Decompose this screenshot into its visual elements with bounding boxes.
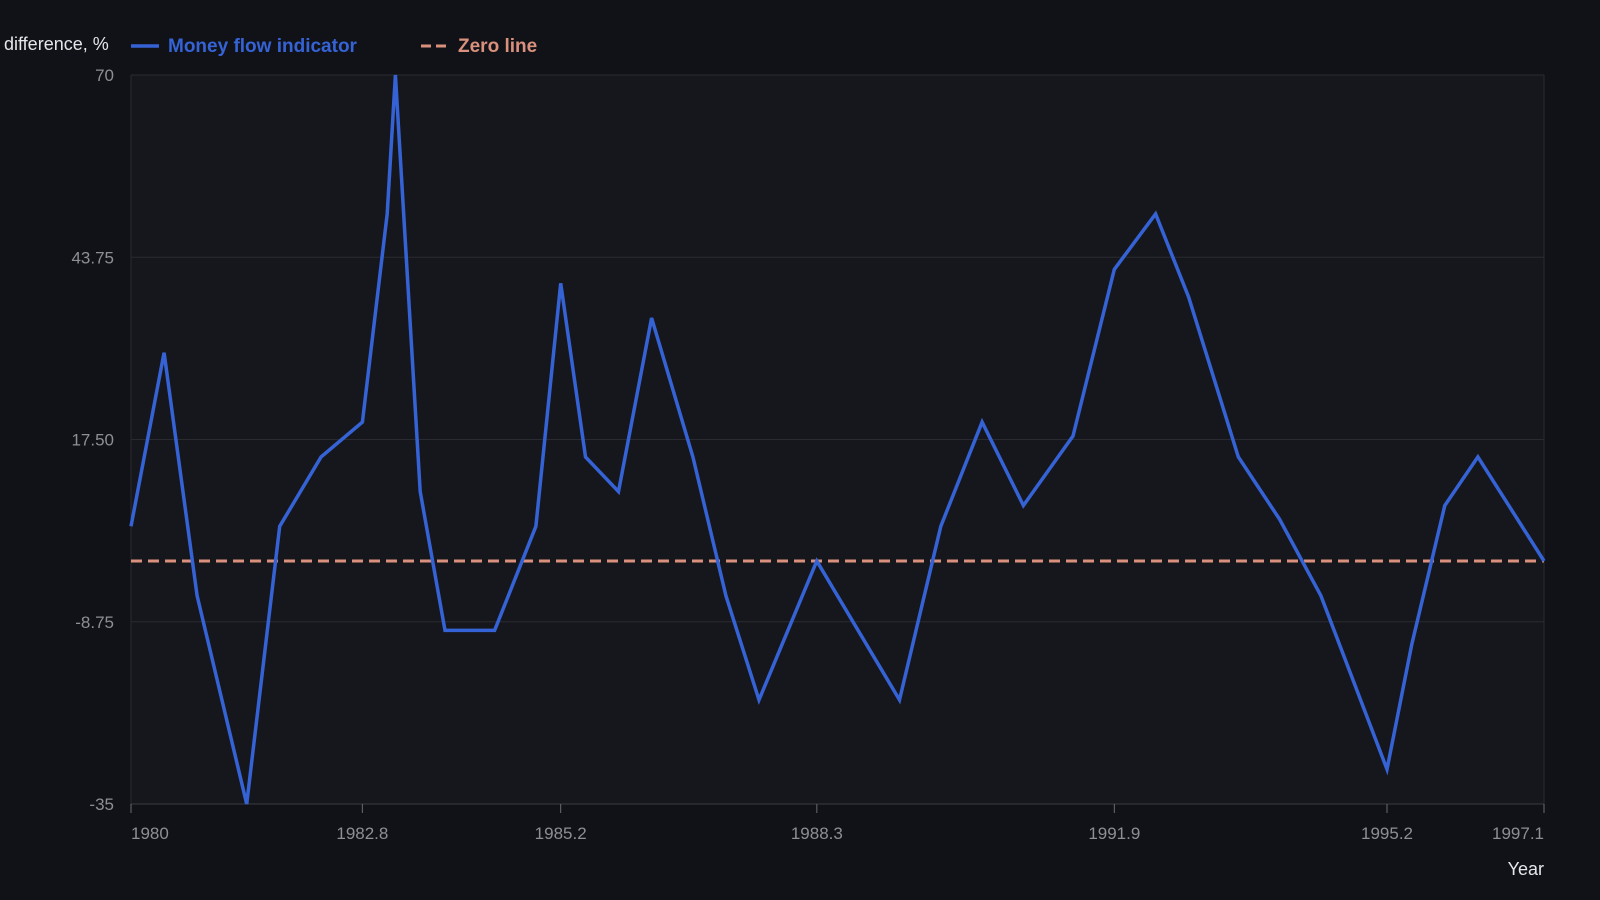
axes: 70 43.75 17.50 -8.75 -35 1980 1982.8 1985.2 1988…	[71, 66, 1545, 843]
x-tick-label: 1991.9	[1088, 824, 1140, 843]
x-tick-label: 1988.3	[791, 824, 843, 843]
grid-lines	[131, 74, 1544, 805]
x-tick-label: 1982.8	[336, 824, 388, 843]
series-lines	[129, 74, 1546, 805]
legend-label-money-flow: Money flow indicator	[168, 36, 358, 57]
y-tick-label: -8.75	[75, 613, 114, 632]
x-axis-title: Year	[1508, 859, 1544, 879]
x-tick-label: 1985.2	[535, 824, 587, 843]
x-tick-label: 1980	[131, 824, 169, 843]
legend-label-zero-line: Zero line	[458, 36, 537, 57]
legend-item-zero-line[interactable]: Zero line	[421, 36, 537, 57]
x-tick-label: 1997.1	[1492, 824, 1544, 843]
y-tick-label: 17.50	[71, 431, 114, 450]
y-tick-label: -35	[89, 795, 114, 814]
y-tick-label: 43.75	[71, 248, 114, 267]
x-tick-label: 1995.2	[1361, 824, 1413, 843]
legend: Money flow indicator Zero line	[131, 36, 537, 57]
legend-item-money-flow[interactable]: Money flow indicator	[131, 36, 358, 57]
y-axis-title: difference, %	[4, 34, 109, 54]
y-tick-label: 70	[95, 66, 114, 85]
money-flow-line[interactable]	[129, 74, 1546, 805]
